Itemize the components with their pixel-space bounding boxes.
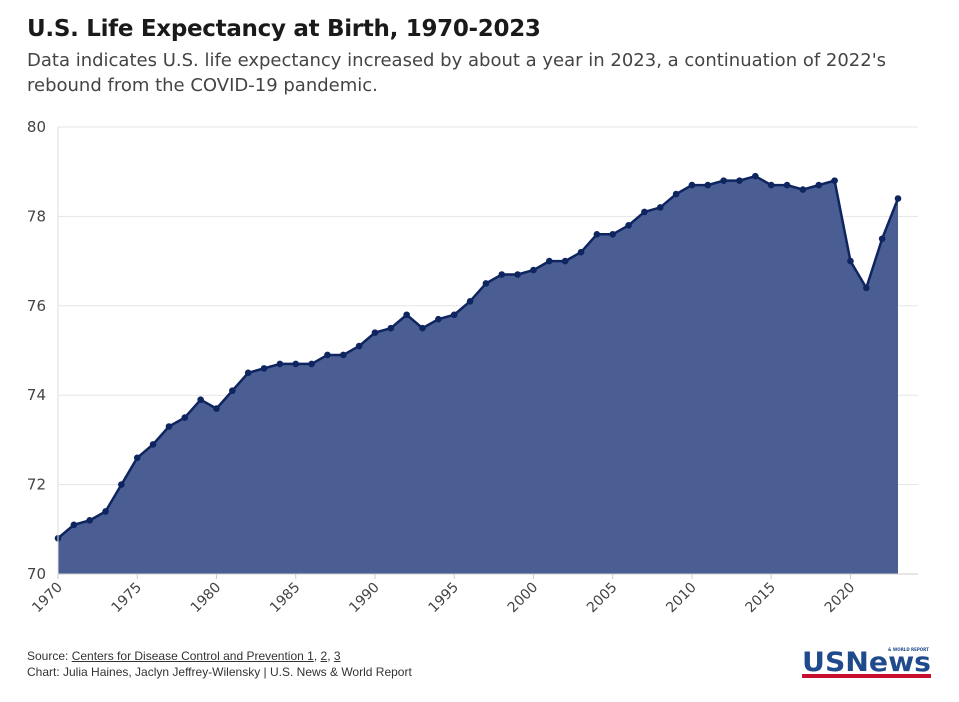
data-point-2008[interactable] xyxy=(656,204,664,211)
data-point-2003[interactable] xyxy=(577,248,585,256)
x-tick-label: 1975 xyxy=(109,580,146,617)
x-tick-label: 2010 xyxy=(663,580,700,617)
data-point-2012[interactable] xyxy=(720,177,727,184)
data-point-2014[interactable] xyxy=(752,172,759,180)
x-tick-label: 2005 xyxy=(584,580,621,617)
data-point-1976[interactable] xyxy=(149,441,157,448)
data-point-2017[interactable] xyxy=(799,186,807,193)
data-point-1973[interactable] xyxy=(102,508,109,515)
data-point-2019[interactable] xyxy=(831,177,838,184)
usnews-logo: USNews & WORLD REPORT xyxy=(802,647,931,678)
data-point-1990[interactable] xyxy=(371,329,379,336)
logo-tagline: & WORLD REPORT xyxy=(888,647,929,652)
data-point-2002[interactable] xyxy=(561,257,569,265)
data-point-1972[interactable] xyxy=(86,517,93,524)
data-point-2021[interactable] xyxy=(863,284,870,292)
data-point-1982[interactable] xyxy=(244,369,252,377)
data-point-1971[interactable] xyxy=(70,521,78,529)
data-point-1984[interactable] xyxy=(276,360,284,368)
source-link-3[interactable]: 3 xyxy=(333,649,341,663)
source-prefix: Source: xyxy=(27,649,72,663)
area-layer xyxy=(57,174,900,575)
data-point-2007[interactable] xyxy=(641,208,648,216)
data-point-2001[interactable] xyxy=(546,257,553,265)
data-point-1991[interactable] xyxy=(387,324,395,332)
x-tick-label: 1970 xyxy=(29,580,66,617)
y-tick-label: 74 xyxy=(27,386,46,404)
data-point-1981[interactable] xyxy=(229,387,236,395)
chart-title: U.S. Life Expectancy at Birth, 1970-2023 xyxy=(27,16,541,42)
source-link-2[interactable]: 2 xyxy=(320,649,328,663)
x-tick-label: 1990 xyxy=(346,580,383,617)
y-tick-label: 78 xyxy=(27,207,46,225)
data-point-1994[interactable] xyxy=(435,315,442,323)
data-point-1985[interactable] xyxy=(292,360,300,368)
area-fill xyxy=(58,176,898,575)
data-point-2000[interactable] xyxy=(530,266,537,274)
data-point-1975[interactable] xyxy=(133,454,141,462)
data-point-2011[interactable] xyxy=(704,181,712,189)
data-point-1998[interactable] xyxy=(498,271,506,278)
data-point-1978[interactable] xyxy=(181,414,189,421)
data-point-1992[interactable] xyxy=(403,311,410,319)
data-point-2020[interactable] xyxy=(847,257,854,265)
data-point-2013[interactable] xyxy=(736,177,743,184)
source-line: Source: Centers for Disease Control and … xyxy=(27,648,412,664)
data-point-2016[interactable] xyxy=(783,181,791,189)
data-point-2015[interactable] xyxy=(767,181,775,189)
data-point-1980[interactable] xyxy=(213,405,220,412)
y-tick-label: 70 xyxy=(27,565,46,583)
chart-credit: Chart: Julia Haines, Jaclyn Jeffrey-Wile… xyxy=(27,665,412,679)
x-tick-label: 2000 xyxy=(505,580,542,617)
data-point-1999[interactable] xyxy=(514,271,521,278)
data-point-2010[interactable] xyxy=(688,181,696,189)
x-tick-label: 1985 xyxy=(267,580,304,617)
x-tick-label: 1980 xyxy=(188,580,225,617)
data-point-2005[interactable] xyxy=(609,230,617,238)
logo-red-bar xyxy=(802,674,931,678)
data-point-1989[interactable] xyxy=(355,342,363,350)
data-point-2004[interactable] xyxy=(593,230,601,238)
data-point-2006[interactable] xyxy=(625,222,632,229)
data-point-2018[interactable] xyxy=(815,181,823,189)
data-point-1995[interactable] xyxy=(450,311,458,319)
data-point-1979[interactable] xyxy=(197,396,204,403)
data-point-1996[interactable] xyxy=(466,298,474,305)
logo-wordmark: USNews xyxy=(802,647,931,678)
data-point-1983[interactable] xyxy=(260,365,268,372)
data-point-2009[interactable] xyxy=(672,190,680,198)
x-tick-label: 2020 xyxy=(822,580,859,617)
data-point-2023[interactable] xyxy=(894,195,902,202)
y-tick-label: 72 xyxy=(27,476,46,494)
data-point-1993[interactable] xyxy=(419,324,426,332)
source-sep-2: , xyxy=(327,649,334,663)
source-sep-1: , xyxy=(313,649,321,663)
y-tick-label: 80 xyxy=(27,118,46,136)
source-link-cdc[interactable]: Centers for Disease Control and Preventi… xyxy=(71,649,314,663)
data-point-1977[interactable] xyxy=(165,423,173,430)
x-tick-label: 2015 xyxy=(743,580,780,617)
data-point-2022[interactable] xyxy=(878,235,886,243)
life-expectancy-chart: 70 72 74 76 78 80 1970 1975 1980 1985 1990 1995 2000… xyxy=(27,118,918,617)
chart-subtitle: Data indicates U.S. life expectancy incr… xyxy=(27,50,887,96)
data-point-1986[interactable] xyxy=(308,360,315,368)
data-point-1974[interactable] xyxy=(118,481,125,488)
footer: Source: Centers for Disease Control and … xyxy=(27,648,412,680)
data-point-1997[interactable] xyxy=(482,280,490,287)
data-point-1987[interactable] xyxy=(324,351,331,359)
data-point-1988[interactable] xyxy=(339,351,347,359)
y-tick-label: 76 xyxy=(27,297,46,315)
x-tick-label: 1995 xyxy=(426,580,463,617)
